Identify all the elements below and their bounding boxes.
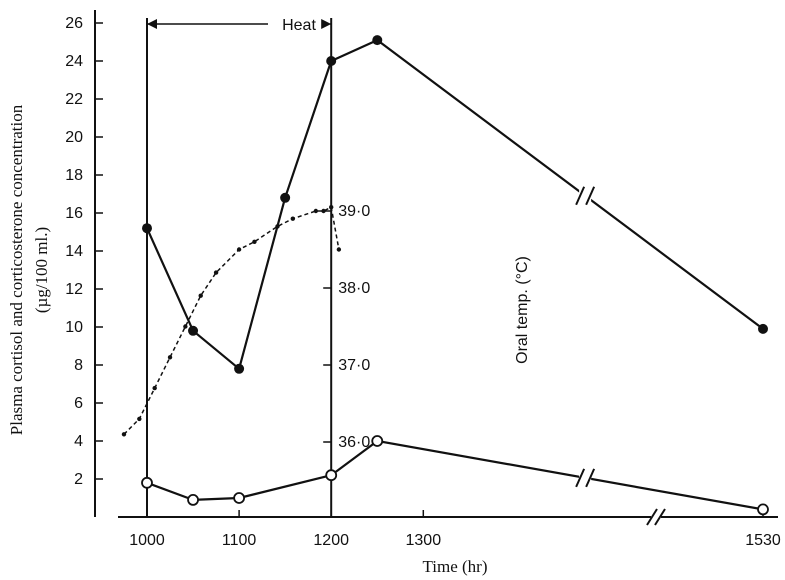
data-point bbox=[236, 247, 242, 252]
data-point bbox=[152, 385, 157, 391]
data-point bbox=[290, 216, 296, 221]
data-point bbox=[213, 270, 219, 275]
y-tick-label: 22 bbox=[65, 91, 83, 108]
data-point bbox=[757, 503, 769, 516]
y-tick-label: 2 bbox=[74, 471, 83, 488]
data-point bbox=[142, 223, 152, 234]
data-point bbox=[121, 432, 127, 437]
y2-axis-title: Oral temp. (°C) bbox=[514, 256, 531, 364]
series-layer bbox=[121, 35, 769, 516]
y-tick-label: 6 bbox=[74, 395, 83, 412]
series-break-mark bbox=[585, 186, 596, 206]
series-break-mark bbox=[575, 186, 586, 206]
data-point bbox=[321, 208, 326, 214]
heat-arrowhead-right bbox=[321, 19, 332, 29]
data-point bbox=[313, 208, 319, 214]
data-point bbox=[167, 355, 173, 360]
data-point bbox=[275, 224, 280, 229]
data-point bbox=[183, 324, 188, 329]
y-tick-label: 18 bbox=[65, 167, 83, 184]
x-tick-label: 1000 bbox=[129, 532, 165, 549]
data-point bbox=[336, 247, 342, 252]
data-point bbox=[188, 325, 199, 336]
y-axis-title: Plasma cortisol and corticosterone conce… bbox=[7, 104, 26, 435]
y-tick-label: 4 bbox=[74, 433, 83, 450]
y-tick-label: 8 bbox=[74, 357, 83, 374]
x-tick-label: 1300 bbox=[406, 532, 442, 549]
y-tick-label: 12 bbox=[65, 281, 83, 298]
data-point bbox=[187, 493, 199, 506]
y-tick-label: 10 bbox=[65, 319, 83, 336]
data-point bbox=[758, 323, 768, 334]
y2-tick-label: 37·0 bbox=[338, 357, 370, 374]
x-tick-label: 1530 bbox=[745, 532, 781, 549]
data-point bbox=[325, 469, 338, 482]
y-tick-label: 26 bbox=[65, 15, 83, 32]
x-axis-break-gap bbox=[651, 513, 661, 521]
data-point bbox=[234, 363, 245, 374]
y2-tick-label: 39·0 bbox=[338, 203, 370, 220]
data-point bbox=[371, 435, 384, 447]
x-axis-break-mark bbox=[646, 508, 658, 526]
labels-layer: Time (hr) Plasma cortisol and corticoster… bbox=[7, 104, 531, 576]
series-line-1 bbox=[145, 39, 764, 370]
series-break-mark bbox=[585, 468, 596, 488]
heat-label: Heat bbox=[282, 17, 316, 34]
y-tick-label: 14 bbox=[65, 243, 83, 260]
x-axis-title: Time (hr) bbox=[422, 557, 487, 576]
data-point bbox=[233, 492, 246, 504]
data-point bbox=[326, 56, 337, 66]
series-line-3 bbox=[123, 206, 340, 435]
series-break-mark bbox=[575, 468, 586, 488]
y2-tick-label: 36·0 bbox=[338, 434, 370, 451]
x-tick-label: 1200 bbox=[313, 532, 349, 549]
y-tick-label: 20 bbox=[65, 129, 83, 146]
data-point bbox=[280, 192, 291, 203]
x-axis-break-mark bbox=[654, 508, 666, 526]
series-line-2 bbox=[146, 439, 764, 511]
y-tick-label: 24 bbox=[65, 53, 83, 70]
data-point bbox=[141, 476, 153, 489]
data-point bbox=[137, 416, 142, 422]
data-point bbox=[252, 239, 257, 244]
y2-tick-label: 38·0 bbox=[338, 280, 370, 297]
y-axis-title-units: (µg/100 ml.) bbox=[32, 227, 51, 313]
data-point bbox=[372, 35, 383, 46]
annotations: Heat bbox=[147, 17, 332, 34]
x-tick-label: 1100 bbox=[222, 532, 257, 549]
y-tick-label: 16 bbox=[65, 205, 83, 222]
data-point bbox=[329, 204, 334, 210]
heat-arrowhead-left bbox=[147, 19, 157, 29]
data-point bbox=[198, 293, 203, 298]
